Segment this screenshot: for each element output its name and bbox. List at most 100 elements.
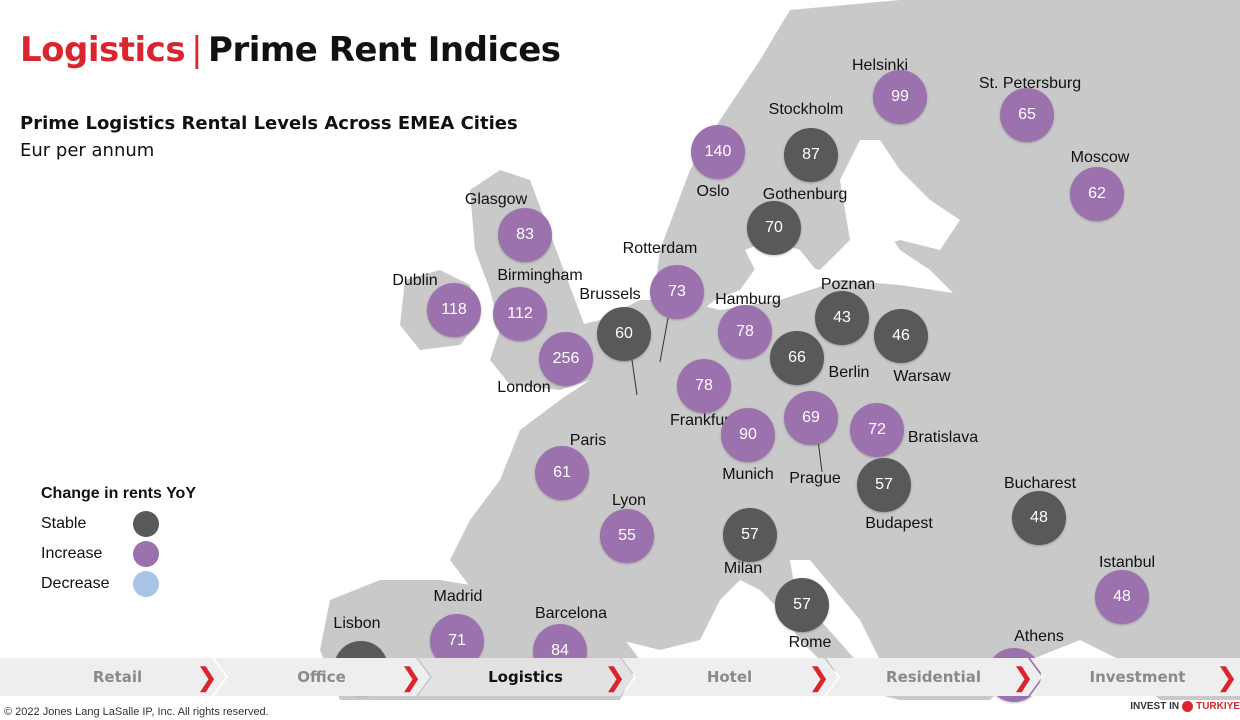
- city-label-glasgow: Glasgow: [464, 191, 528, 208]
- city-bubble-gothenburg[interactable]: 70: [747, 201, 801, 255]
- city-label-paris: Paris: [569, 432, 607, 449]
- legend-label: Increase: [41, 545, 103, 562]
- city-bubble-brussels[interactable]: 60: [597, 307, 651, 361]
- map-unit: Eur per annum: [20, 140, 155, 161]
- legend-swatch-increase: [133, 541, 159, 567]
- city-bubble-munich[interactable]: 90: [721, 408, 775, 462]
- page-title: Logistics | Prime Rent Indices: [20, 30, 561, 70]
- city-bubble-glasgow[interactable]: 83: [498, 208, 552, 262]
- nav-tab-investment[interactable]: Investment: [1089, 668, 1186, 686]
- city-bubble-rotterdam[interactable]: 73: [650, 265, 704, 319]
- city-bubble-birmingham[interactable]: 112: [493, 287, 547, 341]
- city-bubble-stockholm[interactable]: 87: [784, 128, 838, 182]
- city-bubble-bucharest[interactable]: 48: [1012, 491, 1066, 545]
- copyright-text: © 2022 Jones Lang LaSalle IP, Inc. All r…: [4, 706, 269, 718]
- city-label-milan: Milan: [723, 560, 763, 577]
- city-bubble-dublin[interactable]: 118: [427, 283, 481, 337]
- legend-swatch-decrease: [133, 571, 159, 597]
- city-bubble-hamburg[interactable]: 78: [718, 305, 772, 359]
- city-bubble-bratislava[interactable]: 72: [850, 403, 904, 457]
- brand-logo: INVEST IN TURKIYE: [1130, 701, 1240, 712]
- city-label-london: London: [497, 379, 551, 396]
- legend-item-increase: Increase: [41, 539, 196, 569]
- legend-swatch-stable: [133, 511, 159, 537]
- city-label-istanbul: Istanbul: [1098, 554, 1156, 571]
- city-bubble-berlin[interactable]: 66: [770, 331, 824, 385]
- city-label-barcelona: Barcelona: [534, 605, 608, 622]
- city-label-athens: Athens: [1014, 628, 1064, 645]
- city-bubble-st-petersburg[interactable]: 65: [1000, 88, 1054, 142]
- legend-label: Stable: [41, 515, 87, 532]
- city-label-madrid: Madrid: [433, 588, 483, 605]
- city-bubble-helsinki[interactable]: 99: [873, 70, 927, 124]
- nav-tab-office[interactable]: Office: [297, 668, 346, 686]
- city-label-bratislava: Bratislava: [907, 429, 979, 446]
- legend-item-decrease: Decrease: [41, 569, 196, 599]
- city-bubble-rome[interactable]: 57: [775, 578, 829, 632]
- land-scandinavia: [650, 0, 1240, 330]
- title-separator: |: [191, 30, 203, 70]
- nav-tab-retail[interactable]: Retail: [92, 668, 143, 686]
- chevron-right-icon: ❯: [1216, 662, 1238, 692]
- navbar-background: [0, 658, 1240, 696]
- city-bubble-oslo[interactable]: 140: [691, 125, 745, 179]
- chevron-right-icon: ❯: [400, 662, 422, 692]
- chevron-right-icon: ❯: [1012, 662, 1034, 692]
- city-label-helsinki: Helsinki: [851, 57, 909, 74]
- city-bubble-warsaw[interactable]: 46: [874, 309, 928, 363]
- city-label-poznan: Poznan: [820, 276, 876, 293]
- city-label-warsaw: Warsaw: [893, 368, 951, 385]
- city-bubble-paris[interactable]: 61: [535, 446, 589, 500]
- city-bubble-moscow[interactable]: 62: [1070, 167, 1124, 221]
- city-bubble-prague[interactable]: 69: [784, 391, 838, 445]
- legend: Change in rents YoY Stable Increase Decr…: [41, 485, 196, 599]
- chevron-right-icon: ❯: [808, 662, 830, 692]
- city-label-birmingham: Birmingham: [497, 267, 583, 284]
- land-continent: [450, 280, 1240, 700]
- city-label-bucharest: Bucharest: [1003, 475, 1077, 492]
- city-label-st-petersburg: St. Petersburg: [978, 75, 1082, 92]
- city-label-dublin: Dublin: [392, 272, 438, 289]
- city-label-oslo: Oslo: [696, 183, 730, 200]
- section-navbar: Retail ❯ Office ❯ Logistics ❯ Hotel ❯ Re…: [0, 658, 1240, 696]
- city-bubble-budapest[interactable]: 57: [857, 458, 911, 512]
- legend-title: Change in rents YoY: [41, 485, 196, 502]
- city-label-berlin: Berlin: [828, 364, 870, 381]
- city-bubble-poznan[interactable]: 43: [815, 291, 869, 345]
- nav-tab-logistics[interactable]: Logistics: [488, 668, 563, 686]
- city-label-gothenburg: Gothenburg: [762, 186, 848, 203]
- brand-dot-icon: [1182, 701, 1194, 712]
- brand-name: TURKIYE: [1196, 701, 1240, 712]
- city-label-lisbon: Lisbon: [333, 615, 381, 632]
- chevron-right-icon: ❯: [196, 662, 218, 692]
- nav-tab-hotel[interactable]: Hotel: [706, 668, 753, 686]
- legend-item-stable: Stable: [41, 509, 196, 539]
- city-label-hamburg: Hamburg: [715, 291, 781, 308]
- city-label-rotterdam: Rotterdam: [622, 240, 698, 257]
- connector-prague: [817, 439, 823, 473]
- city-bubble-frankfurt[interactable]: 78: [677, 359, 731, 413]
- city-label-rome: Rome: [788, 634, 832, 651]
- city-label-prague: Prague: [789, 470, 841, 487]
- city-label-munich: Munich: [722, 466, 774, 483]
- connector-rotterdam: [659, 317, 669, 363]
- title-section: Logistics: [20, 30, 186, 70]
- city-bubble-milan[interactable]: 57: [723, 508, 777, 562]
- chevron-right-icon: ❯: [604, 662, 626, 692]
- legend-label: Decrease: [41, 575, 110, 592]
- city-label-frankfurt: Frankfurt: [669, 412, 735, 429]
- map-subtitle: Prime Logistics Rental Levels Across EME…: [20, 113, 518, 134]
- nav-tab-residential[interactable]: Residential: [886, 668, 981, 686]
- title-topic: Prime Rent Indices: [208, 30, 561, 70]
- city-bubble-lyon[interactable]: 55: [600, 509, 654, 563]
- sea-baltic: [840, 140, 960, 250]
- city-label-brussels: Brussels: [579, 286, 641, 303]
- city-label-stockholm: Stockholm: [768, 101, 844, 118]
- city-bubble-london[interactable]: 256: [539, 332, 593, 386]
- city-label-budapest: Budapest: [865, 515, 933, 532]
- city-bubble-istanbul[interactable]: 48: [1095, 570, 1149, 624]
- brand-prefix: INVEST IN: [1130, 701, 1180, 712]
- city-label-moscow: Moscow: [1070, 149, 1130, 166]
- city-label-lyon: Lyon: [611, 492, 647, 509]
